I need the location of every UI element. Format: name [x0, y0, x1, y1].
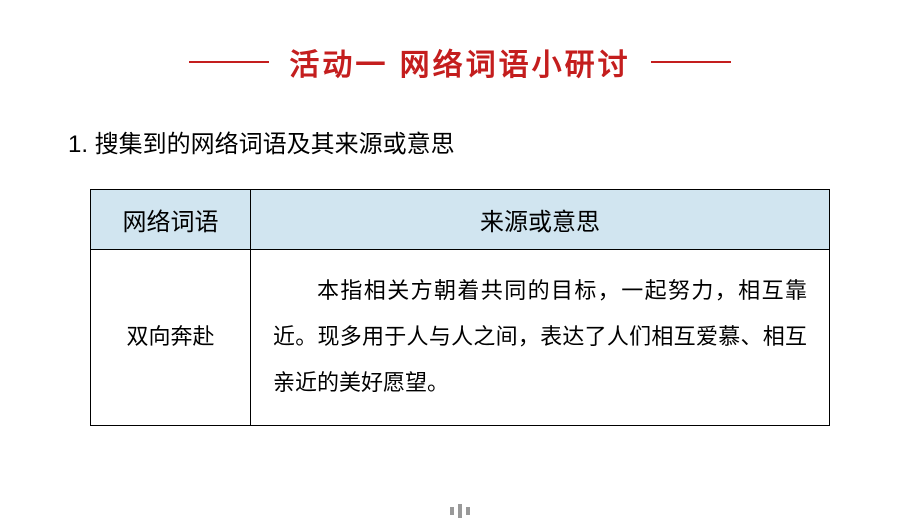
title-line-right — [651, 61, 731, 63]
table-header-term: 网络词语 — [91, 190, 251, 250]
table-row: 双向奔赴 本指相关方朝着共同的目标，一起努力，相互靠近。现多用于人与人之间，表达… — [91, 250, 830, 426]
page-indicator-bar — [450, 507, 454, 515]
table-header-meaning: 来源或意思 — [251, 190, 830, 250]
page-indicator-bar — [466, 507, 470, 515]
subtitle-text: 1. 搜集到的网络词语及其来源或意思 — [0, 84, 920, 159]
section-title-row: 活动一 网络词语小研讨 — [0, 0, 920, 84]
table-container: 网络词语 来源或意思 双向奔赴 本指相关方朝着共同的目标，一起努力，相互靠近。现… — [0, 159, 920, 426]
page-indicator-bar — [458, 504, 462, 518]
title-line-left — [189, 61, 269, 63]
page-indicator-icon — [450, 504, 470, 518]
terms-table: 网络词语 来源或意思 双向奔赴 本指相关方朝着共同的目标，一起努力，相互靠近。现… — [90, 189, 830, 426]
term-cell: 双向奔赴 — [91, 250, 251, 426]
meaning-cell: 本指相关方朝着共同的目标，一起努力，相互靠近。现多用于人与人之间，表达了人们相互… — [251, 250, 830, 426]
section-title: 活动一 网络词语小研讨 — [289, 40, 630, 84]
table-header-row: 网络词语 来源或意思 — [91, 190, 830, 250]
